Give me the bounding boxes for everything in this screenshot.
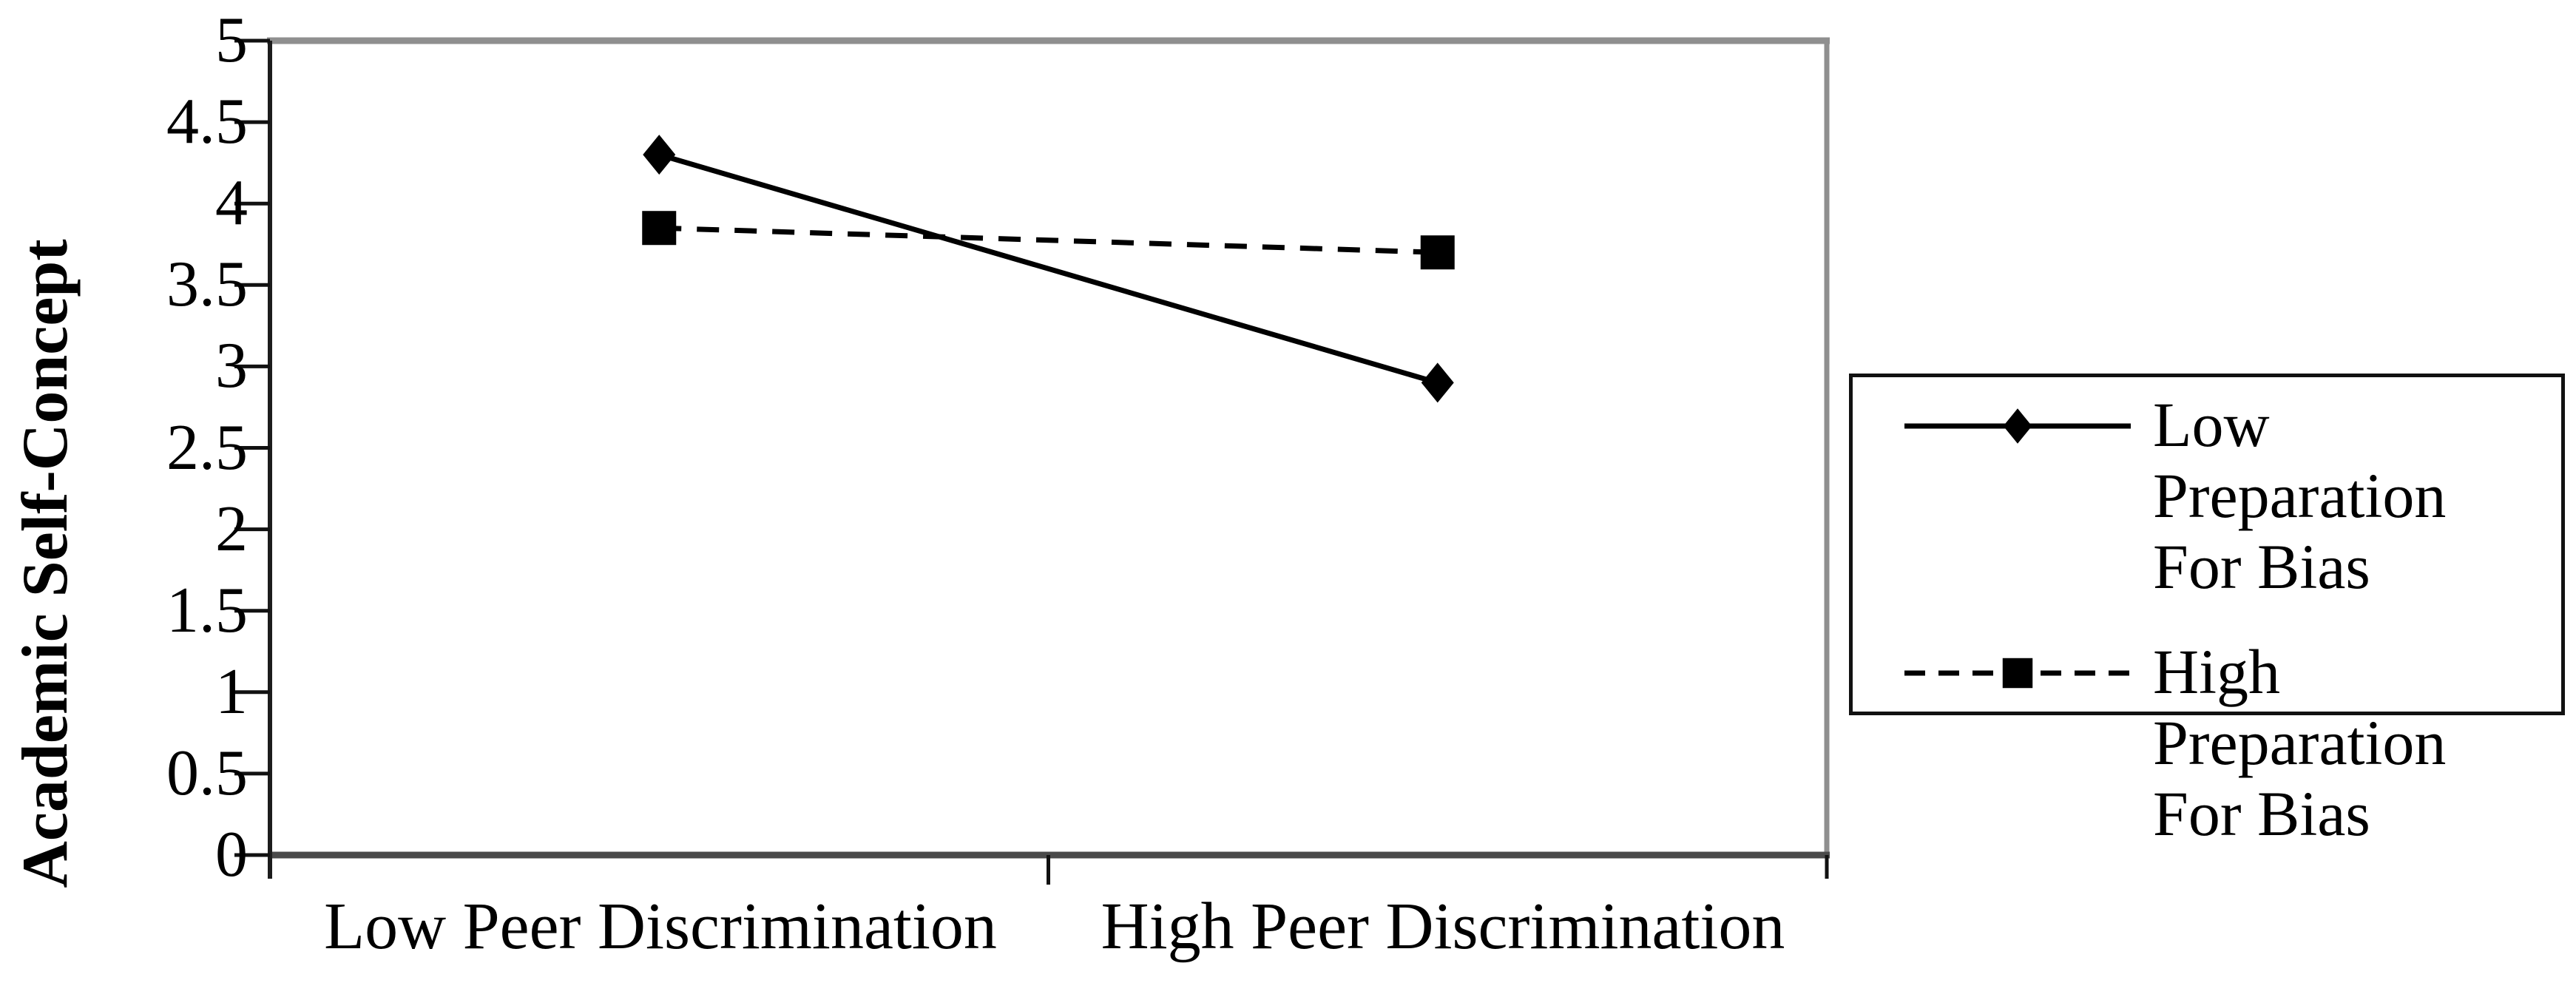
legend-label: High Preparation For Bias: [2153, 636, 2447, 849]
x-category-label-low: Low Peer Discrimination: [324, 890, 997, 963]
y-tick-label: 2: [215, 493, 248, 565]
y-tick-label: 0: [215, 819, 248, 891]
series-line-solid: [658, 152, 1439, 385]
x-category-label-high: High Peer Discrimination: [1101, 890, 1785, 963]
y-tick-label: 4: [215, 167, 248, 240]
y-tick-label: 3: [215, 330, 248, 402]
legend-sample-solid-diamond: [1904, 408, 2131, 444]
y-tick-label: 3.5: [166, 249, 248, 321]
y-tick-label: 1: [215, 655, 248, 728]
y-tick-label: 5: [215, 4, 248, 76]
square-marker: [642, 211, 677, 246]
diamond-marker: [1421, 362, 1454, 403]
series-line-dashed: [659, 225, 1438, 255]
legend-entry-high-preparation: High Preparation For Bias: [1853, 636, 2561, 849]
legend: Low Preparation For Bias High Preparatio…: [1849, 374, 2565, 849]
legend-label: Low Preparation For Bias: [2153, 389, 2447, 602]
legend-entry-low-preparation: Low Preparation For Bias: [1853, 389, 2561, 602]
y-tick-label: 2.5: [166, 411, 248, 484]
y-tick-label: 4.5: [166, 86, 248, 158]
square-marker: [2002, 658, 2033, 689]
diamond-marker: [643, 135, 676, 175]
square-marker: [1420, 235, 1455, 270]
y-tick-label: 0.5: [166, 737, 248, 809]
legend-sample-dashed-square: [1904, 658, 2131, 689]
y-tick-label: 1.5: [166, 574, 248, 646]
diamond-marker: [2003, 408, 2032, 444]
